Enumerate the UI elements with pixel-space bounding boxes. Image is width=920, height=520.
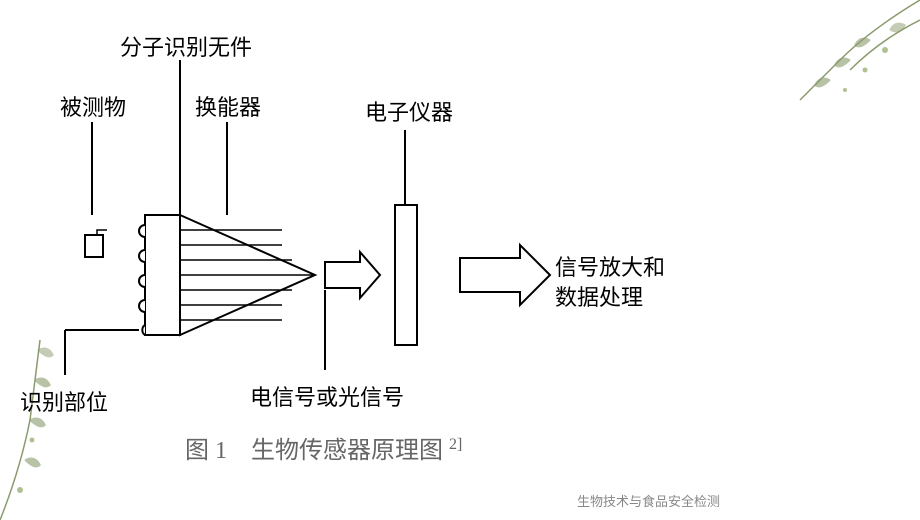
caption-superscript: 2]: [449, 436, 462, 453]
diagram-svg: [30, 30, 810, 450]
caption-prefix: 图 1: [185, 438, 227, 464]
footer-text: 生物技术与食品安全检测: [577, 491, 720, 510]
diagram-container: 分子识别无件 被测物 换能器 电子仪器 识别部位 电信号或光信号 信号放大和 数…: [30, 30, 810, 460]
caption-text: 生物传感器原理图: [251, 438, 443, 464]
figure-caption: 图 1 生物传感器原理图 2]: [185, 430, 462, 465]
